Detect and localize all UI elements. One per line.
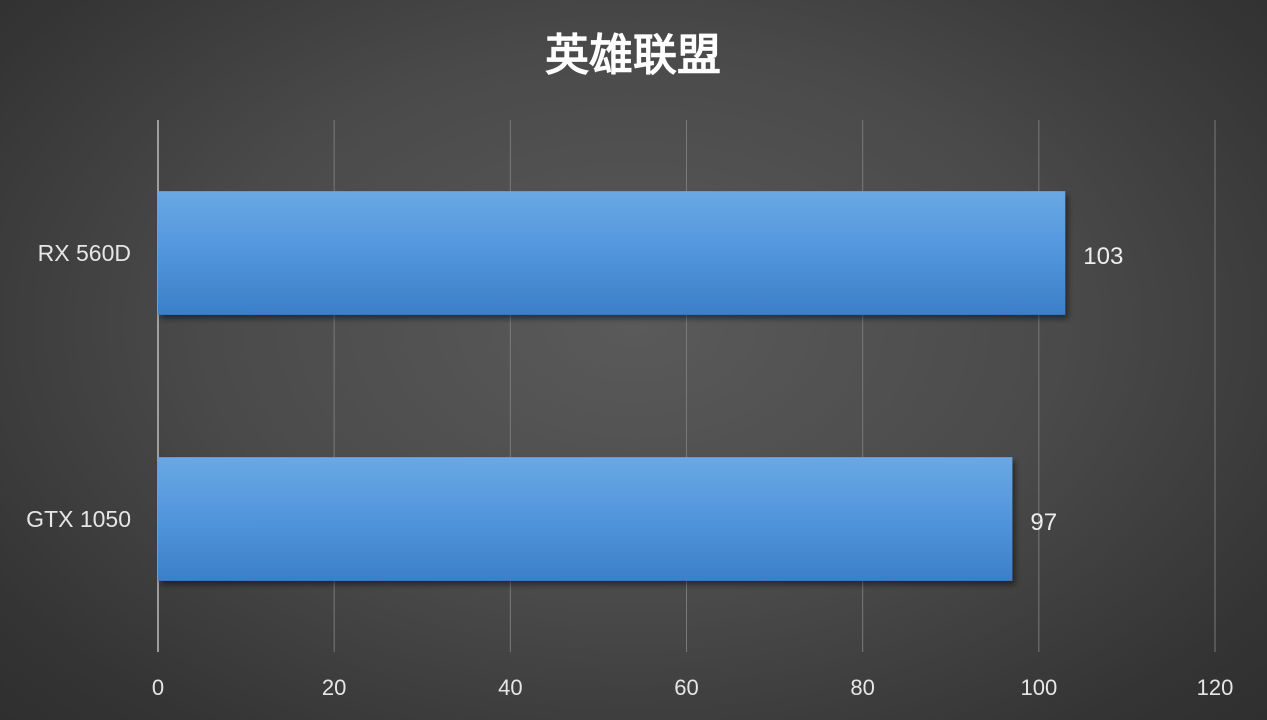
x-tick-label: 40 <box>498 675 522 700</box>
x-tick-label: 120 <box>1197 675 1234 700</box>
x-tick-label: 0 <box>152 675 164 700</box>
category-label: GTX 1050 <box>26 506 131 532</box>
bars <box>158 191 1065 581</box>
category-label: RX 560D <box>38 240 131 266</box>
data-label: 97 <box>1030 509 1057 536</box>
bar <box>158 191 1065 315</box>
x-tick-label: 60 <box>674 675 698 700</box>
chart-title: 英雄联盟 <box>545 30 721 81</box>
data-label: 103 <box>1083 243 1123 270</box>
x-tick-label: 20 <box>322 675 346 700</box>
x-tick-label: 100 <box>1020 675 1057 700</box>
x-tick-label: 80 <box>850 675 874 700</box>
bar <box>158 457 1012 581</box>
